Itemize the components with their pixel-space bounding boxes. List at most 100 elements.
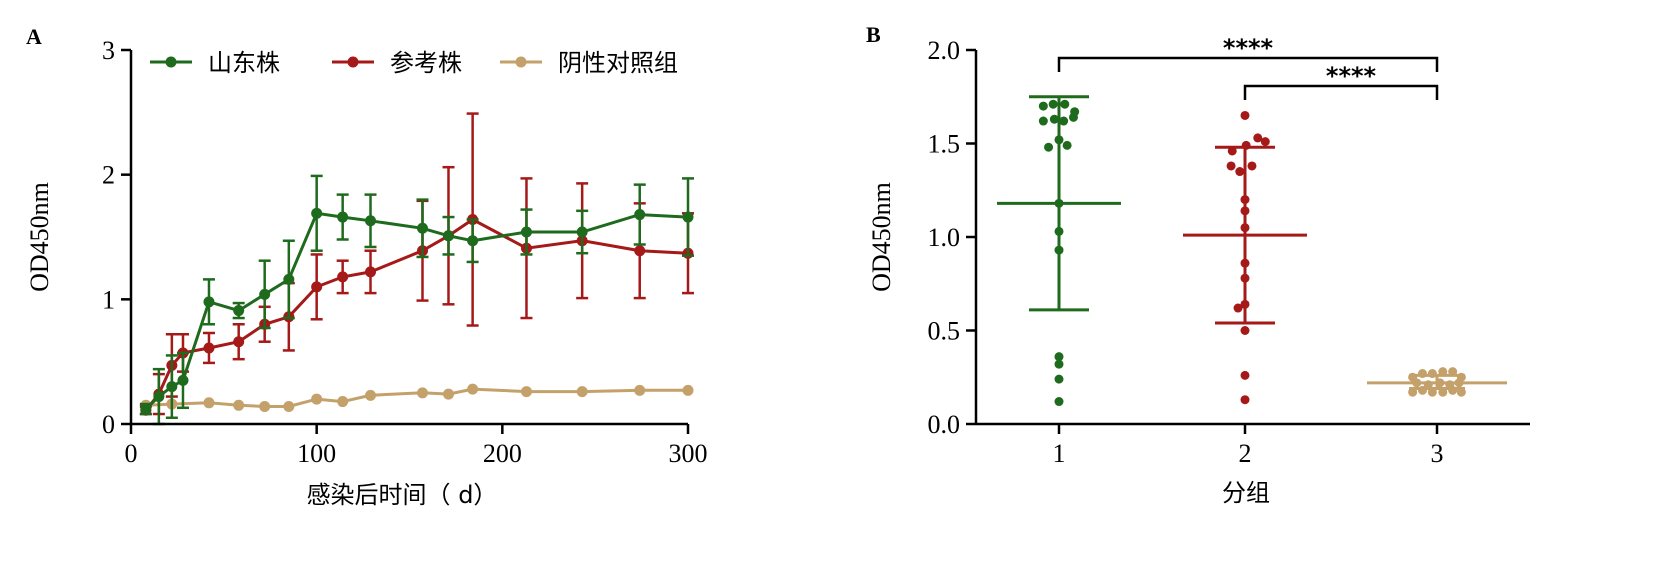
data-point bbox=[634, 209, 646, 221]
data-point bbox=[311, 393, 323, 405]
panel-b-y-ticks: 0.0 0.5 1.0 1.5 2.0 bbox=[928, 36, 976, 439]
panel-b-plot-area bbox=[997, 95, 1507, 407]
panel-a-y-tick-label: 1 bbox=[102, 285, 115, 314]
series-line bbox=[145, 387, 688, 408]
data-point bbox=[1060, 99, 1070, 109]
panel-a-series-3 bbox=[140, 383, 694, 413]
panel-a: A 山东株 参考株 阴性对照组 0 1 2 3 0 100 200 300 OD450nm 感染… bbox=[25, 24, 708, 509]
panel-a-y-ticks: 0 1 2 3 bbox=[102, 36, 131, 439]
significance-bracket bbox=[1243, 84, 1439, 100]
significance-bracket bbox=[1057, 56, 1439, 72]
data-point bbox=[259, 401, 271, 413]
panel-b-y-axis-label: OD450nm bbox=[867, 182, 896, 292]
panel-a-x-tick-label: 100 bbox=[297, 439, 336, 468]
legend-label: 山东株 bbox=[208, 49, 280, 77]
panel-b-y-tick-label: 1.0 bbox=[928, 223, 961, 252]
legend-marker bbox=[165, 56, 177, 68]
panel-b-y-tick-label: 1.5 bbox=[928, 130, 961, 159]
data-point bbox=[1253, 133, 1263, 143]
data-point bbox=[1062, 140, 1072, 150]
panel-a-y-tick-label: 3 bbox=[102, 36, 115, 65]
panel-a-y-tick-label: 2 bbox=[102, 161, 115, 190]
panel-a-x-ticks: 0 100 200 300 bbox=[125, 424, 708, 468]
panel-a-plot-area bbox=[139, 112, 694, 426]
panel-b-y-tick-label: 0.0 bbox=[928, 410, 961, 439]
panel-b-significance: **** **** bbox=[1057, 34, 1439, 100]
data-point bbox=[1044, 142, 1054, 152]
data-point bbox=[259, 288, 271, 300]
data-point bbox=[1054, 359, 1064, 369]
data-point bbox=[140, 403, 152, 415]
data-point bbox=[233, 305, 245, 317]
data-point bbox=[1247, 161, 1257, 171]
data-point bbox=[1054, 397, 1064, 407]
data-point bbox=[1059, 116, 1069, 126]
panel-a-x-tick-label: 200 bbox=[483, 439, 522, 468]
data-point bbox=[416, 387, 428, 399]
legend-label: 参考株 bbox=[390, 49, 462, 77]
data-point bbox=[1054, 374, 1064, 384]
data-point bbox=[203, 397, 215, 409]
data-point bbox=[1240, 395, 1250, 405]
data-point bbox=[177, 374, 189, 386]
data-point bbox=[1048, 99, 1058, 109]
data-point bbox=[365, 215, 377, 227]
data-point bbox=[682, 211, 694, 223]
panel-b-group-3 bbox=[1367, 367, 1507, 397]
data-point bbox=[1240, 110, 1250, 120]
panel-b-x-ticks: 1 2 3 bbox=[1053, 424, 1444, 468]
data-point bbox=[1240, 326, 1250, 335]
panel-a-x-tick-label: 300 bbox=[669, 439, 708, 468]
data-point bbox=[1260, 137, 1270, 147]
data-point bbox=[311, 207, 323, 219]
panel-b-group-1 bbox=[997, 95, 1121, 407]
series-line bbox=[144, 211, 689, 411]
data-point bbox=[1226, 161, 1236, 171]
data-point bbox=[1233, 303, 1243, 313]
data-point bbox=[166, 381, 178, 393]
data-point bbox=[1038, 116, 1048, 126]
data-point bbox=[442, 388, 454, 400]
data-point bbox=[283, 273, 295, 285]
data-point bbox=[337, 271, 349, 283]
data-point bbox=[1049, 114, 1059, 124]
data-point bbox=[365, 266, 377, 278]
data-point bbox=[467, 383, 479, 395]
data-point bbox=[153, 391, 165, 403]
data-point bbox=[233, 399, 245, 411]
data-point bbox=[233, 336, 245, 348]
panel-a-x-axis-label: 感染后时间（ d） bbox=[307, 481, 498, 509]
data-point bbox=[283, 401, 295, 413]
panel-b-x-axis-label: 分组 bbox=[1222, 479, 1270, 507]
panel-b-y-tick-label: 2.0 bbox=[928, 36, 961, 65]
panel-b: B **** **** 0.0 0.5 1.0 1.5 2.0 1 2 3 OD450nm 分… bbox=[866, 22, 1530, 507]
data-point bbox=[311, 281, 323, 293]
panel-a-label: A bbox=[26, 24, 42, 49]
data-point bbox=[1240, 370, 1250, 380]
legend-marker bbox=[347, 56, 359, 68]
panel-b-y-tick-label: 0.5 bbox=[928, 317, 961, 346]
panel-b-x-tick-label: 1 bbox=[1053, 439, 1066, 468]
data-point bbox=[442, 230, 454, 242]
significance-label: **** bbox=[1326, 62, 1377, 90]
data-point bbox=[1235, 167, 1245, 177]
data-point bbox=[337, 396, 349, 408]
panel-a-y-axis-label: OD450nm bbox=[25, 182, 54, 292]
data-point bbox=[576, 226, 588, 238]
data-point bbox=[365, 389, 377, 401]
panel-a-legend: 山东株 参考株 阴性对照组 bbox=[150, 49, 678, 77]
panel-b-x-tick-label: 2 bbox=[1239, 439, 1252, 468]
panel-b-label: B bbox=[866, 22, 881, 47]
data-point bbox=[634, 384, 646, 396]
significance-label: **** bbox=[1223, 34, 1274, 62]
data-point bbox=[682, 384, 694, 396]
panel-b-group-2 bbox=[1183, 110, 1307, 405]
panel-a-series-1 bbox=[139, 174, 694, 426]
data-point bbox=[1054, 352, 1064, 362]
data-point bbox=[337, 211, 349, 223]
data-point bbox=[634, 245, 646, 257]
panel-a-x-tick-label: 0 bbox=[125, 439, 138, 468]
data-point bbox=[520, 226, 532, 238]
data-point bbox=[520, 386, 532, 398]
